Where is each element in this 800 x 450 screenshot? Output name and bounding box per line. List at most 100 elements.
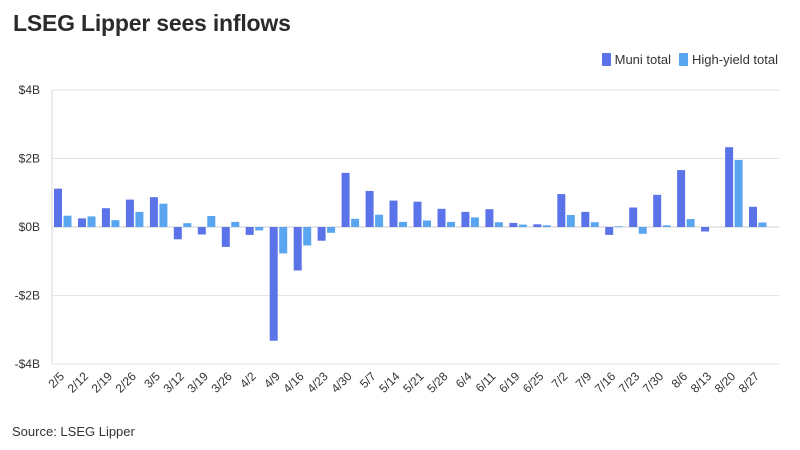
y-tick-label: -$4B (15, 357, 40, 371)
bar-muni-total (269, 227, 278, 341)
bar-high-yield-total (183, 223, 192, 227)
bar-high-yield-total (327, 227, 336, 233)
bar-high-yield-total (231, 221, 240, 227)
x-tick-label: 2/12 (65, 369, 92, 396)
bar-high-yield-total (518, 224, 527, 227)
bar-muni-total (173, 227, 182, 240)
bar-high-yield-total (399, 221, 407, 227)
bar-muni-total (78, 218, 86, 227)
x-tick-label: 3/26 (208, 369, 235, 396)
x-tick-label: 7/16 (592, 369, 619, 396)
x-tick-label: 6/25 (520, 369, 547, 396)
x-tick-label: 8/13 (688, 369, 715, 396)
bar-muni-total (317, 227, 326, 241)
bar-high-yield-total (63, 215, 72, 227)
x-tick-label: 5/28 (424, 369, 451, 396)
bar-high-yield-total (470, 217, 479, 227)
x-tick-label: 2/26 (113, 369, 140, 396)
x-tick-label: 6/4 (453, 369, 475, 391)
bar-high-yield-total (566, 215, 575, 227)
bar-muni-total (653, 194, 662, 227)
y-tick-label: $0B (19, 220, 40, 234)
bar-muni-total (437, 208, 446, 227)
bar-muni-total (389, 200, 398, 227)
bar-muni-total (149, 197, 158, 227)
bar-high-yield-total (375, 214, 384, 227)
legend-swatch-muni (601, 53, 611, 66)
bar-high-yield-total (662, 225, 671, 227)
bar-muni-total (293, 227, 302, 271)
x-tick-label: 4/30 (328, 369, 355, 396)
legend-label-high-yield: High-yield total (692, 52, 778, 67)
bar-muni-total (197, 227, 206, 235)
legend-swatch-high-yield (679, 53, 688, 66)
bar-high-yield-total (111, 220, 120, 227)
bar-muni-total (533, 224, 542, 227)
bar-high-yield-total (423, 220, 431, 227)
bar-muni-total (221, 227, 230, 247)
bar-muni-total (125, 199, 134, 227)
x-tick-label: 7/9 (573, 369, 595, 391)
x-tick-label: 6/11 (473, 369, 499, 395)
bar-high-yield-total (207, 216, 216, 227)
bar-muni-total (701, 227, 710, 232)
bar-high-yield-total (758, 222, 767, 227)
bar-muni-total (677, 170, 686, 227)
bar-muni-total (245, 227, 254, 235)
bar-high-yield-total (447, 221, 455, 227)
bar-muni-total (629, 207, 638, 227)
x-tick-label: 3/12 (161, 369, 188, 396)
bar-muni-total (485, 209, 494, 227)
bar-high-yield-total (279, 227, 288, 254)
bar-muni-total (341, 172, 350, 227)
legend-label-muni: Muni total (614, 52, 671, 67)
legend-item-muni: Muni total (601, 52, 671, 67)
bar-muni-total (557, 194, 566, 227)
bar-muni-total (54, 188, 62, 227)
x-tick-label: 3/19 (185, 369, 212, 396)
bar-high-yield-total (351, 218, 360, 227)
bar-high-yield-total (638, 227, 647, 234)
chart-source: Source: LSEG Lipper (12, 424, 135, 439)
bar-muni-total (413, 201, 422, 227)
chart-title: LSEG Lipper sees inflows (13, 10, 291, 36)
bar-muni-total (725, 147, 734, 227)
bar-muni-total (509, 222, 518, 227)
x-tick-label: 7/30 (640, 369, 667, 396)
y-tick-label: $4B (19, 83, 40, 97)
bar-high-yield-total (686, 219, 695, 227)
bar-muni-total (101, 208, 110, 227)
x-tick-label: 8/6 (669, 369, 691, 391)
x-tick-label: 5/14 (376, 369, 403, 396)
bar-muni-total (605, 227, 614, 235)
x-tick-label: 8/20 (712, 369, 739, 396)
x-tick-label: 4/9 (261, 369, 283, 391)
bar-muni-total (749, 206, 757, 227)
chart-legend: Muni total High-yield total (601, 52, 778, 67)
x-tick-label: 4/16 (280, 369, 307, 396)
legend-item-high-yield: High-yield total (679, 52, 778, 67)
bar-high-yield-total (255, 227, 264, 231)
bar-high-yield-total (590, 222, 599, 227)
x-tick-label: 2/19 (89, 369, 116, 396)
bar-high-yield-total (494, 222, 503, 227)
x-tick-label: 6/19 (496, 369, 523, 396)
x-tick-label: 4/23 (304, 369, 331, 396)
bar-high-yield-total (87, 216, 96, 227)
bar-high-yield-total (135, 211, 144, 227)
x-tick-label: 8/27 (736, 369, 763, 396)
bar-high-yield-total (303, 227, 312, 246)
x-tick-label: 5/21 (400, 369, 427, 396)
bar-high-yield-total (614, 226, 623, 228)
bar-high-yield-total (542, 225, 551, 227)
x-tick-label: 7/23 (616, 369, 643, 396)
bar-muni-total (365, 191, 374, 227)
x-tick-label: 2/5 (45, 369, 67, 391)
x-tick-label: 3/5 (141, 369, 163, 391)
x-tick-label: 4/2 (237, 369, 259, 391)
bar-muni-total (581, 211, 590, 227)
y-tick-label: $2B (19, 152, 40, 166)
bar-muni-total (461, 211, 470, 227)
x-tick-label: 5/7 (357, 369, 379, 391)
